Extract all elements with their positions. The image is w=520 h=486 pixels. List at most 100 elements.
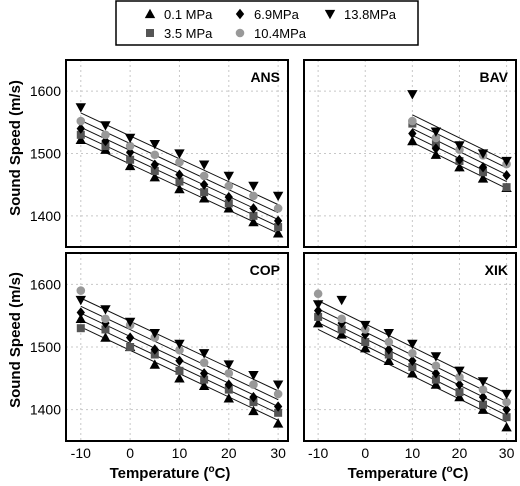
data-point [198, 193, 210, 203]
data-point [337, 314, 346, 324]
data-point [408, 348, 417, 358]
data-point [273, 204, 283, 213]
data-point [248, 216, 259, 227]
data-point [175, 366, 184, 375]
data-point [174, 183, 185, 194]
x-tick-label: 20 [221, 445, 237, 461]
data-point [361, 337, 370, 346]
data-point [174, 339, 185, 350]
data-point [360, 343, 371, 353]
data-point [124, 160, 136, 171]
data-point [478, 391, 488, 403]
x-tick-label: 20 [452, 445, 468, 461]
data-point [101, 314, 110, 324]
x-axis-label-tail: C) [215, 465, 231, 482]
data-point [175, 355, 184, 366]
data-point [223, 393, 234, 403]
legend-box [115, 0, 419, 46]
y-tick-label: 1500 [30, 146, 61, 162]
x-axis-label-right-main: Temperature ( [348, 465, 447, 482]
data-point [200, 188, 209, 197]
data-point [431, 361, 441, 371]
data-point [454, 391, 465, 402]
panel-frame [303, 59, 517, 248]
y-tick-label: 1600 [30, 83, 61, 99]
panel-frame [65, 59, 289, 248]
data-point [100, 121, 111, 131]
data-point [455, 388, 464, 397]
data-point [502, 170, 511, 181]
data-point [199, 171, 209, 181]
panel-ans: ANS 1400 1500 1600 [30, 59, 289, 248]
data-point [126, 155, 135, 164]
data-point [76, 324, 85, 333]
data-point [478, 162, 488, 173]
data-point [272, 191, 284, 202]
data-point [454, 141, 465, 151]
data-point [407, 339, 418, 350]
data-point [175, 157, 184, 167]
data-point [477, 173, 489, 183]
data-point [408, 355, 417, 366]
data-point [75, 295, 86, 306]
y-axis-label-lower: Sound Speed (m/s) [7, 272, 24, 408]
data-point [249, 391, 258, 403]
legend-label: 3.5 MPa [164, 26, 213, 41]
panel-xik: XIK -10 0 10 20 30 [303, 252, 517, 461]
data-point [430, 379, 442, 389]
data-point [198, 160, 210, 170]
data-point [383, 355, 394, 365]
x-tick-label: 10 [172, 445, 188, 461]
data-point [223, 203, 234, 213]
data-point [125, 141, 135, 151]
panel-title: XIK [485, 262, 508, 278]
data-point [175, 169, 184, 180]
data-point [312, 300, 324, 310]
data-point [249, 380, 258, 389]
data-point [273, 389, 283, 399]
data-point [478, 385, 488, 394]
data-point [150, 159, 159, 170]
data-point [431, 133, 441, 143]
data-point [455, 372, 464, 382]
data-point [249, 211, 258, 220]
data-point [407, 368, 418, 378]
data-point [337, 325, 346, 334]
legend-label: 0.1 MPa [164, 7, 213, 22]
legend-marker-triangle-down [324, 9, 336, 20]
data-point [408, 128, 417, 139]
data-point [431, 368, 441, 379]
data-point [75, 313, 86, 323]
y-tick-label: 1500 [30, 339, 61, 355]
y-tick-label: 1600 [30, 276, 61, 292]
data-point [198, 380, 210, 391]
data-point [314, 312, 323, 321]
data-point [101, 130, 110, 140]
data-point [224, 181, 234, 191]
data-point [223, 171, 234, 182]
data-point [502, 397, 511, 407]
data-point [313, 289, 323, 299]
x-tick-label: 30 [499, 445, 515, 461]
data-point [274, 223, 283, 232]
legend-label: 10.4MPa [254, 26, 307, 41]
panels: ANS 1400 1500 1600 BAV COP 1400 1500 1600 -10 0 10 2… [30, 59, 517, 461]
panel-title: ANS [250, 69, 280, 85]
data-point [75, 103, 86, 113]
data-point [224, 199, 233, 208]
panel-title: BAV [479, 69, 508, 85]
data-point [149, 171, 160, 182]
data-point [150, 150, 160, 160]
data-point [100, 305, 111, 315]
data-point [501, 156, 512, 167]
data-point [360, 320, 371, 331]
x-axis-label-right-sup: o [446, 464, 452, 475]
data-point [477, 377, 489, 387]
data-point [430, 127, 442, 137]
data-point [248, 371, 259, 381]
data-point [150, 166, 159, 175]
data-point [198, 349, 210, 359]
data-point [76, 307, 85, 318]
data-point [76, 286, 86, 295]
